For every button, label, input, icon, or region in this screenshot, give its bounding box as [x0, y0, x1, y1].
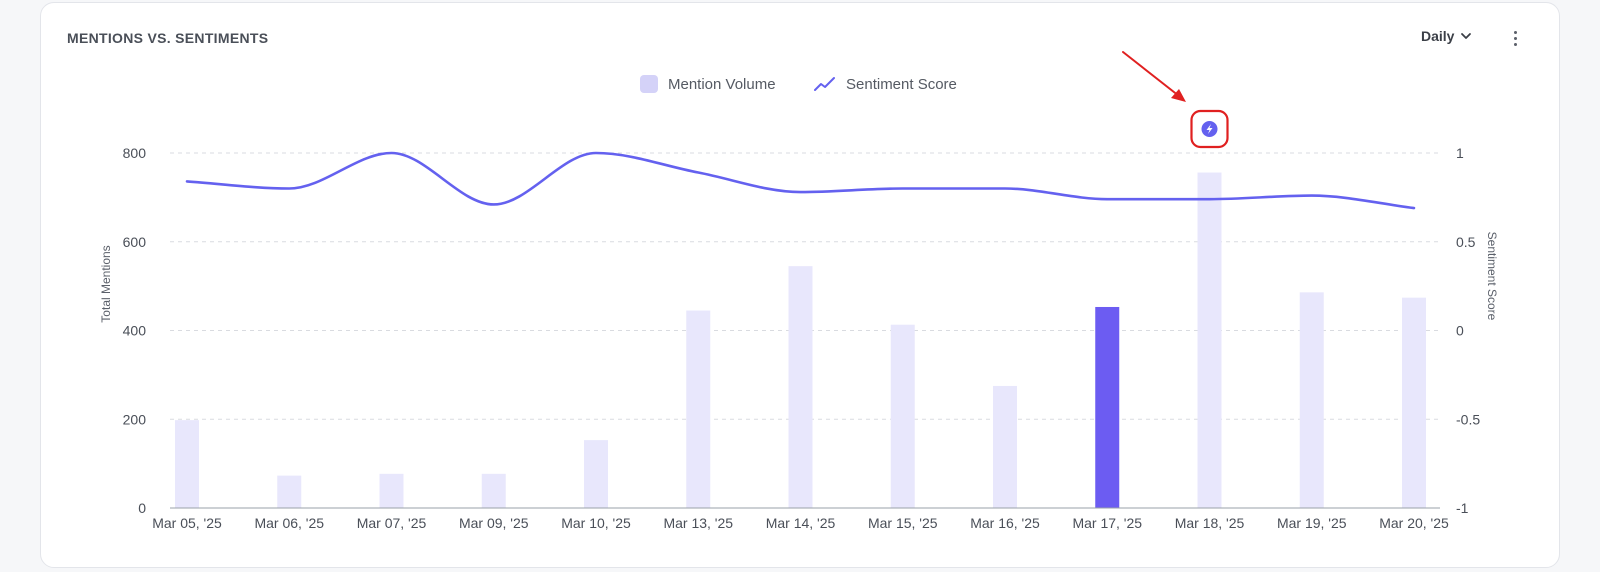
y-tick-label: 600	[123, 234, 147, 250]
mention-bar[interactable]	[1095, 306, 1120, 508]
mention-bar[interactable]	[277, 475, 302, 508]
x-tick-label: Mar 13, '25	[663, 515, 733, 531]
chart-title: MENTIONS VS. SENTIMENTS	[67, 30, 269, 46]
legend-label-sentiment-score: Sentiment Score	[846, 75, 957, 93]
mention-bar[interactable]	[686, 310, 711, 508]
mention-bar[interactable]	[175, 420, 199, 508]
y-tick-label: 800	[123, 145, 147, 161]
mention-bar[interactable]	[788, 266, 813, 508]
more-options-icon[interactable]	[1508, 26, 1522, 50]
annotation-arrow	[1122, 51, 1180, 97]
mention-bar[interactable]	[890, 324, 915, 508]
legend-label-mention-volume: Mention Volume	[668, 75, 776, 93]
x-tick-label: Mar 10, '25	[561, 515, 631, 531]
x-tick-label: Mar 18, '25	[1175, 515, 1245, 531]
mention-bar[interactable]	[993, 385, 1017, 508]
period-dropdown[interactable]: Daily	[1421, 28, 1472, 44]
x-tick-label: Mar 14, '25	[766, 515, 836, 531]
sentiment-line[interactable]	[185, 151, 1416, 210]
x-tick-label: Mar 20, '25	[1379, 515, 1449, 531]
y2-tick-label: 0.5	[1456, 234, 1476, 250]
lightning-bolt-icon[interactable]	[1201, 121, 1218, 137]
y-tick-label: 200	[123, 411, 147, 427]
x-axis-ticks: Mar 05, '25 Mar 06, '25 Mar 07, '25 Mar 09,…	[152, 515, 1449, 531]
right-axis-ticks: -1 -0.5 0 0.5 1	[1456, 145, 1480, 516]
annotation-highlight-box	[1190, 109, 1229, 149]
y-tick-label: 0	[138, 500, 146, 516]
annotation-arrowhead	[1171, 89, 1186, 102]
mention-bar[interactable]	[481, 473, 506, 508]
y-tick-label: 400	[123, 323, 147, 339]
chevron-down-icon	[1461, 33, 1472, 39]
x-tick-label: Mar 09, '25	[459, 515, 529, 531]
mention-bar[interactable]	[379, 473, 404, 508]
x-tick-label: Mar 16, '25	[970, 515, 1040, 531]
x-tick-label: Mar 07, '25	[357, 515, 427, 531]
legend-item-sentiment-score[interactable]: Sentiment Score	[814, 75, 957, 93]
y2-tick-label: 0	[1456, 323, 1464, 339]
x-tick-label: Mar 05, '25	[152, 515, 222, 531]
y-axis-title: Total Mentions	[99, 245, 113, 322]
legend-item-mention-volume[interactable]: Mention Volume	[640, 75, 776, 93]
period-label: Daily	[1421, 28, 1455, 44]
bar-swatch-icon	[640, 75, 658, 93]
mention-bar[interactable]	[584, 440, 608, 508]
line-swatch-icon	[814, 77, 835, 91]
y2-tick-label: -0.5	[1456, 411, 1480, 427]
x-tick-label: Mar 19, '25	[1277, 515, 1347, 531]
sentiment-score-line	[185, 151, 1416, 210]
y2-tick-label: 1	[1456, 145, 1464, 161]
y2-axis-title: Sentiment Score	[1485, 232, 1499, 321]
left-axis-ticks: 0 200 400 600 800	[123, 145, 147, 516]
x-tick-label: Mar 06, '25	[254, 515, 324, 531]
mention-bar[interactable]	[1402, 297, 1426, 508]
y2-tick-label: -1	[1456, 500, 1469, 516]
annotation	[1122, 51, 1229, 149]
mention-bar[interactable]	[1299, 292, 1324, 508]
x-tick-label: Mar 15, '25	[868, 515, 938, 531]
x-tick-label: Mar 17, '25	[1072, 515, 1142, 531]
mention-bar[interactable]	[1197, 172, 1222, 508]
mention-volume-bars	[175, 172, 1426, 508]
